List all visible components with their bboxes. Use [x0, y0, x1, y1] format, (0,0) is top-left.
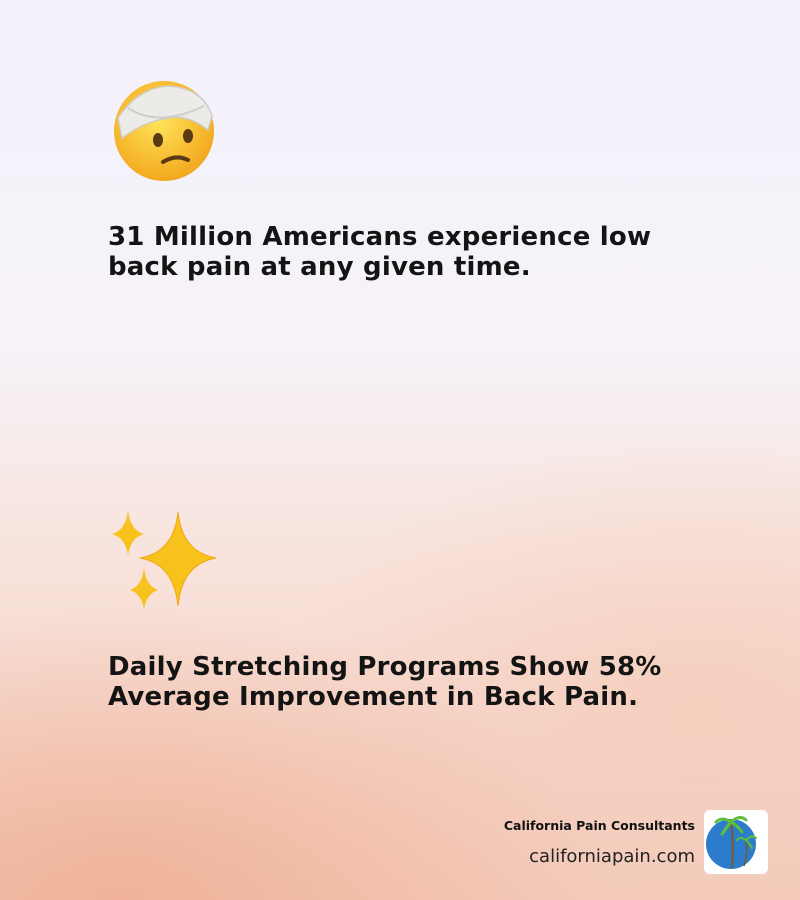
- website-url: californiapain.com: [529, 846, 695, 867]
- brand-name: California Pain Consultants: [503, 818, 695, 833]
- sparkles-emoji: [112, 510, 217, 610]
- stat-headline: 31 Million Americans experience low back…: [108, 222, 652, 282]
- brand-logo: [704, 810, 768, 874]
- stat-headline: Daily Stretching Programs Show 58% Avera…: [108, 652, 662, 712]
- bandaged-face-emoji: [114, 81, 214, 181]
